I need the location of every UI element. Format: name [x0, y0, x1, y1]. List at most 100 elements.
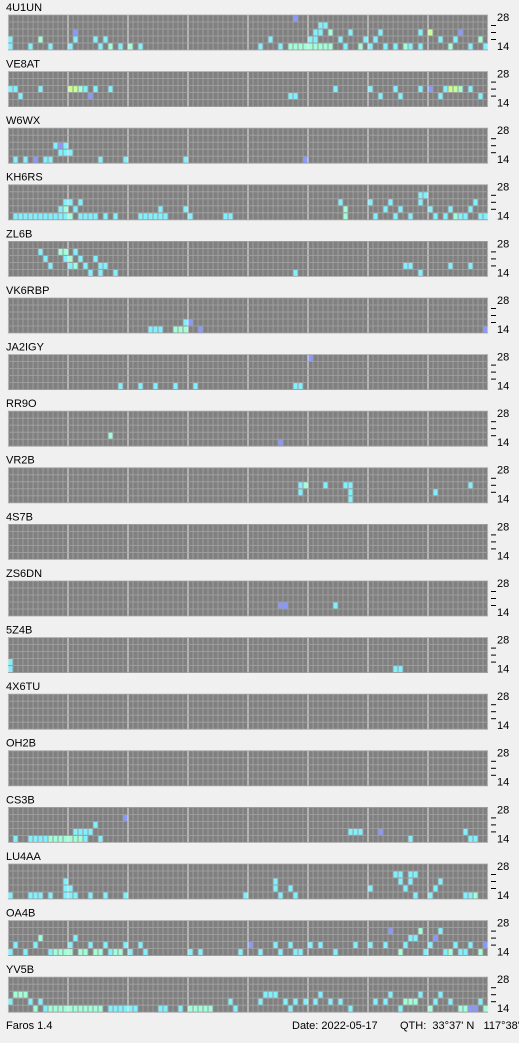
detection — [313, 36, 318, 43]
detection — [68, 892, 73, 899]
band-bottom: 14 — [497, 211, 509, 223]
detection — [393, 666, 398, 673]
detection — [378, 29, 383, 36]
detection — [68, 43, 73, 50]
detection — [63, 248, 68, 255]
detection — [108, 949, 113, 956]
detection — [458, 1005, 463, 1012]
detection — [463, 1005, 468, 1012]
detection — [268, 36, 273, 43]
detection — [428, 206, 433, 213]
detection — [33, 942, 38, 949]
detection — [408, 213, 413, 220]
detection — [288, 1005, 293, 1012]
detection — [98, 269, 103, 276]
detection — [118, 1005, 123, 1012]
detection — [433, 489, 438, 496]
band-top: 28 — [497, 804, 509, 816]
band-top: 28 — [497, 521, 509, 533]
detection — [78, 255, 83, 262]
detection — [393, 871, 398, 878]
detection — [63, 1005, 68, 1012]
detection — [303, 998, 308, 1005]
detection — [333, 602, 338, 609]
detection — [328, 998, 333, 1005]
station-name: OA4B — [6, 908, 35, 920]
detection — [303, 156, 308, 163]
detection — [293, 93, 298, 100]
detection — [68, 262, 73, 269]
detection — [283, 602, 288, 609]
detection — [58, 142, 63, 149]
detection — [53, 142, 58, 149]
detection — [418, 43, 423, 50]
detection — [348, 29, 353, 36]
detection — [288, 93, 293, 100]
station-name: VK6RBP — [6, 285, 49, 297]
detection — [108, 86, 113, 93]
detection — [303, 43, 308, 50]
detection — [383, 43, 388, 50]
band-bottom: 14 — [497, 494, 509, 506]
detection — [273, 991, 278, 998]
detection — [128, 949, 133, 956]
detection — [173, 383, 178, 390]
band-top: 28 — [497, 465, 509, 477]
band-bottom: 14 — [497, 890, 509, 902]
band-top: 28 — [497, 578, 509, 590]
detection — [8, 36, 13, 43]
detection — [8, 949, 13, 956]
detection — [428, 892, 433, 899]
detection — [288, 43, 293, 50]
detection — [83, 835, 88, 842]
detection — [398, 93, 403, 100]
detection — [433, 885, 438, 892]
band-top: 28 — [497, 238, 509, 250]
detection — [28, 43, 33, 50]
detection — [88, 93, 93, 100]
band-top: 28 — [497, 12, 509, 24]
band-top: 28 — [497, 974, 509, 986]
detection — [73, 29, 78, 36]
detection — [188, 213, 193, 220]
detection — [78, 86, 83, 93]
detection — [93, 1005, 98, 1012]
detection — [313, 998, 318, 1005]
detection — [343, 206, 348, 213]
detection — [408, 43, 413, 50]
detection — [298, 489, 303, 496]
detection — [83, 262, 88, 269]
detection — [468, 482, 473, 489]
detection — [93, 821, 98, 828]
band-top: 28 — [497, 635, 509, 647]
date: Date: 2022-05-17 — [292, 1020, 378, 1032]
detection — [388, 928, 393, 935]
detection — [408, 935, 413, 942]
detection — [298, 482, 303, 489]
detection — [283, 998, 288, 1005]
station-name: JA2IGY — [6, 342, 45, 354]
detection — [468, 206, 473, 213]
detection — [78, 1005, 83, 1012]
detection — [188, 949, 193, 956]
band-bottom: 14 — [497, 664, 509, 676]
detection — [268, 991, 273, 998]
detection — [48, 43, 53, 50]
detection — [78, 213, 83, 220]
detection — [133, 1005, 138, 1012]
detection — [183, 319, 188, 326]
detection — [238, 949, 243, 956]
detection — [38, 835, 43, 842]
detection — [398, 878, 403, 885]
detection — [368, 942, 373, 949]
detection — [38, 998, 43, 1005]
detection — [98, 835, 103, 842]
band-bottom: 14 — [497, 720, 509, 732]
detection — [58, 206, 63, 213]
detection — [273, 942, 278, 949]
detection — [118, 383, 123, 390]
detection — [23, 991, 28, 998]
detection — [443, 213, 448, 220]
detection — [483, 213, 488, 220]
qth: QTH: 33°37' N 117°38' W — [400, 1020, 519, 1032]
